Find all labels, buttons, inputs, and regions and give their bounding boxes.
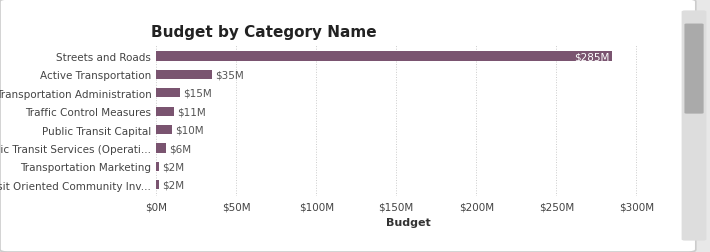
Text: $6M: $6M [169, 143, 191, 153]
Text: $2M: $2M [163, 180, 185, 190]
Bar [156, 144, 166, 153]
Text: $35M: $35M [215, 70, 244, 80]
Bar [156, 52, 612, 61]
Bar [156, 71, 212, 80]
Text: $285M: $285M [574, 52, 610, 62]
Text: $11M: $11M [177, 107, 206, 117]
Bar [156, 89, 180, 98]
Bar [156, 162, 160, 171]
Text: $2M: $2M [163, 162, 185, 172]
Bar [156, 125, 173, 135]
Bar [156, 107, 174, 116]
Text: $10M: $10M [175, 125, 204, 135]
Text: $15M: $15M [183, 88, 212, 99]
X-axis label: Budget: Budget [386, 217, 431, 227]
Bar [156, 180, 160, 190]
Text: Budget by Category Name: Budget by Category Name [151, 25, 377, 40]
